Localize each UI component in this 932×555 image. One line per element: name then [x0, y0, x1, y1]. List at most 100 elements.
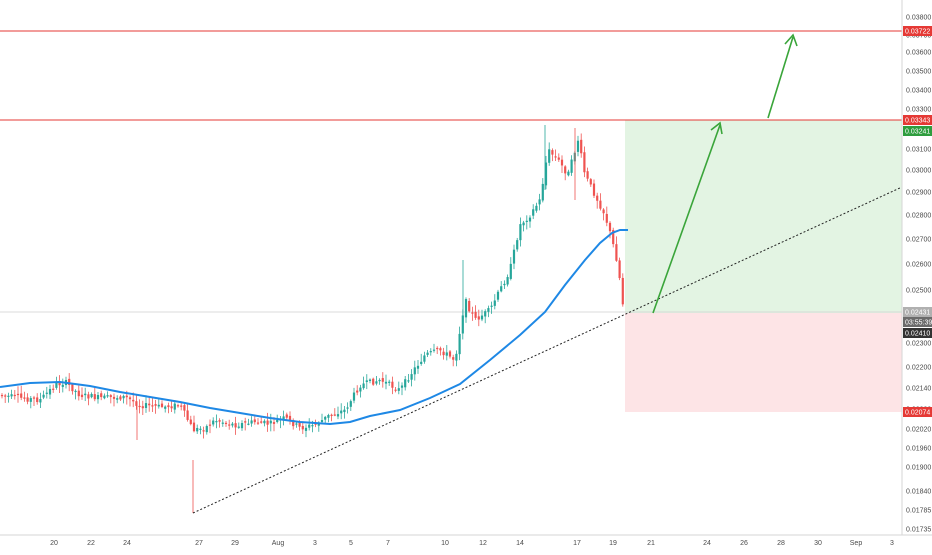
candle: [436, 346, 439, 355]
candle: [333, 408, 336, 417]
time-tick-label: Sep: [850, 540, 863, 547]
time-tick-label: 27: [195, 540, 203, 547]
price-tick-label: 0.02300: [906, 341, 931, 348]
price-axis[interactable]: [902, 0, 932, 535]
candle: [250, 416, 253, 427]
candle: [160, 400, 164, 409]
candle: [10, 389, 13, 400]
candle: [384, 374, 388, 390]
candle: [141, 400, 144, 416]
candle: [29, 395, 32, 409]
price-tick-label: 0.02200: [906, 365, 931, 372]
candle: [116, 395, 119, 404]
candle: [560, 155, 564, 174]
time-tick-label: 12: [479, 540, 487, 547]
svg-text:0.02074: 0.02074: [905, 410, 930, 417]
candle: [522, 220, 525, 232]
price-tick-label: 0.03100: [906, 147, 931, 154]
svg-text:0.03343: 0.03343: [905, 118, 930, 125]
candle: [301, 421, 304, 434]
svg-text:0.03241: 0.03241: [905, 129, 930, 136]
candle: [26, 393, 29, 405]
candle: [503, 280, 506, 289]
candle: [173, 400, 176, 414]
candle: [13, 389, 16, 400]
candle: [80, 387, 84, 400]
candle: [362, 376, 365, 390]
candle: [0, 393, 4, 399]
candle: [4, 393, 7, 403]
candle: [480, 309, 484, 322]
candle: [55, 376, 58, 390]
price-tick-label: 0.02020: [906, 427, 931, 434]
candle: [260, 417, 263, 424]
candle: [202, 426, 205, 439]
candle: [39, 392, 42, 409]
candle: [71, 383, 74, 395]
candle: [455, 350, 458, 367]
candle: [103, 393, 106, 400]
candle: [557, 153, 560, 162]
projection-arrow-1[interactable]: [652, 121, 723, 314]
candle: [432, 343, 436, 353]
candle: [74, 389, 77, 400]
candle: [452, 354, 455, 367]
candle: [397, 381, 400, 395]
candle: [96, 392, 100, 404]
candle: [621, 273, 624, 307]
price-tag: 0.03241: [903, 126, 932, 136]
candle: [52, 384, 55, 393]
candle: [336, 406, 340, 420]
time-tick-label: 30: [814, 540, 822, 547]
candle: [439, 346, 442, 356]
candle: [224, 420, 228, 427]
candle: [170, 401, 173, 413]
projection-arrow-2[interactable]: [767, 33, 798, 119]
price-tick-label: 0.03300: [906, 107, 931, 114]
profit-zone: [625, 120, 902, 313]
candle: [138, 399, 141, 414]
candle: [372, 377, 375, 386]
candle: [221, 419, 224, 427]
candle: [567, 169, 570, 177]
candle: [426, 349, 429, 358]
price-tick-label: 0.01735: [906, 527, 931, 534]
time-tick-label: 24: [703, 540, 711, 547]
candle: [218, 418, 221, 428]
candle: [429, 348, 432, 356]
price-tick-label: 0.03800: [906, 15, 931, 22]
price-tick-label: 0.01840: [906, 489, 931, 496]
price-tick-label: 0.03600: [906, 50, 931, 57]
candle: [407, 373, 410, 383]
price-tick-label: 0.03500: [906, 69, 931, 76]
candle: [304, 424, 308, 438]
time-axis[interactable]: [0, 535, 932, 550]
svg-text:03:55:39: 03:55:39: [905, 320, 932, 327]
candle: [506, 274, 509, 287]
time-axis-ticks: 20 22 24 27 29 Aug 3 5 7 10 12 14 17 19 21 24 26 28 30 Sep 3: [50, 540, 894, 547]
time-tick-label: 22: [87, 540, 95, 547]
candle: [320, 413, 324, 424]
candle: [596, 192, 599, 209]
candle: [237, 422, 240, 429]
candle: [212, 417, 215, 427]
candle: [548, 142, 551, 166]
candle: [288, 411, 292, 425]
candle: [308, 418, 311, 431]
candle: [32, 395, 36, 406]
candle: [205, 424, 208, 435]
candle: [602, 208, 605, 221]
candle: [496, 289, 500, 302]
time-tick-label: 21: [647, 540, 655, 547]
candle: [324, 415, 327, 424]
candle: [247, 418, 250, 426]
time-tick-label: 3: [313, 540, 317, 547]
candle: [77, 385, 80, 401]
candle: [199, 426, 202, 435]
candle: [580, 133, 583, 158]
time-tick-label: 28: [777, 540, 785, 547]
candle: [244, 417, 247, 431]
time-tick-label: 17: [573, 540, 581, 547]
